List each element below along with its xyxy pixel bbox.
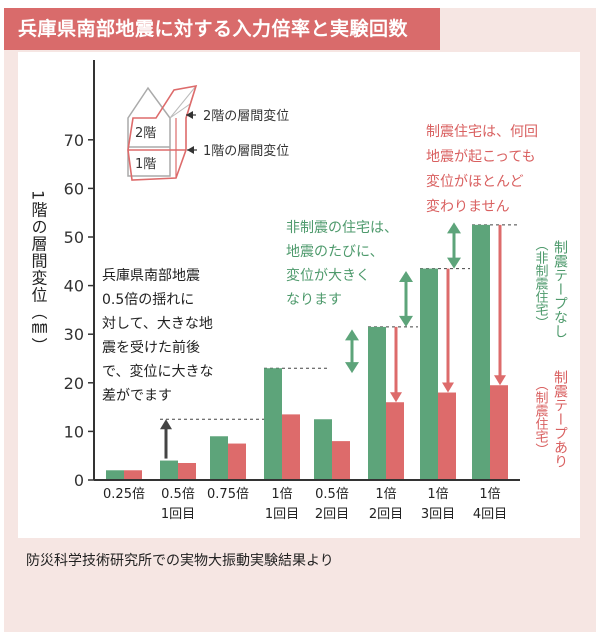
arrow-head	[447, 222, 461, 234]
x-tick-label: 1倍	[427, 487, 448, 502]
annotation-left-line: 差がでます	[102, 388, 172, 404]
annotation-right: 制震住宅は、何回 地震が起こっても 変位がほとんど 変わりません	[426, 124, 538, 215]
bar-green	[420, 268, 438, 480]
arrow-head	[399, 271, 413, 283]
arrow-head	[399, 315, 413, 327]
annotation-right-line: 変わりません	[426, 198, 510, 215]
y-axis-label: 1階の層間変位（㎜）	[29, 190, 48, 354]
legend-green-main: 制震テープなし	[552, 240, 568, 338]
legend-red-sub: （制震住宅）	[533, 378, 549, 456]
annotation-left: 兵庫県南部地震 0.5倍の揺れに 対して、大きな地 震を受けた前後 で、変位に大…	[102, 267, 213, 404]
inset-label-1: 1階の層間変位	[203, 143, 289, 159]
chart-title: 兵庫県南部地震に対する入力倍率と実験回数	[4, 8, 440, 50]
annotation-left-line: 対して、大きな地	[102, 316, 213, 332]
legend: 制震テープなし （非制震住宅） 制震テープあり （制震住宅）	[533, 238, 569, 468]
arrow-head	[345, 329, 359, 341]
y-tick-label: 0	[74, 471, 84, 490]
x-tick-label-sub: 1回目	[161, 507, 195, 522]
y-tick-label: 50	[64, 228, 84, 247]
y-tick-label: 70	[64, 131, 84, 150]
inset-label-2: 2階の層間変位	[203, 108, 289, 124]
x-tick-label-sub: 2回目	[315, 507, 349, 522]
annotation-left-line: 兵庫県南部地震	[102, 267, 200, 284]
source-note: 防災科学技術研究所での実物大振動実験結果より	[26, 553, 334, 569]
arrow-head	[390, 392, 402, 403]
bar-red	[178, 462, 196, 480]
arrow-head	[160, 419, 172, 430]
y-tick-label: 10	[64, 422, 84, 441]
annotation-left-line: 震を受けた前後	[102, 339, 200, 356]
bar-red	[386, 402, 404, 480]
floor2-label: 2階	[135, 126, 156, 141]
legend-green-sub: （非制震住宅）	[533, 238, 549, 329]
bar-green	[264, 368, 282, 480]
annotation-right-line: 制震住宅は、何回	[426, 124, 538, 140]
x-tick-label-sub: 3回目	[421, 507, 455, 522]
arrow-head	[442, 382, 454, 393]
bar-green	[472, 224, 490, 480]
annotation-middle-line: 地震のたびに、	[286, 244, 384, 260]
annotation-middle-line: なります	[286, 292, 342, 308]
arrow-head	[494, 375, 506, 386]
x-tick-label: 0.5倍	[161, 487, 195, 502]
annotation-left-line: 0.5倍の揺れに	[102, 292, 194, 308]
x-tick-label-sub: 1回目	[265, 507, 299, 522]
floor1-label: 1階	[135, 157, 156, 172]
bar-green	[368, 326, 386, 480]
y-tick-label: 30	[64, 325, 84, 344]
annotation-right-line: 変位がほとんど	[426, 173, 524, 190]
bar-red	[124, 470, 142, 480]
x-tick-label: 1倍	[271, 487, 292, 502]
bar-red	[332, 441, 350, 480]
annotation-middle-line: 非制震の住宅は、	[286, 220, 398, 236]
bar-green	[314, 419, 332, 480]
house-diagram: 2階 1階 2階の層間変位 1階の層間変位	[127, 84, 289, 181]
x-tick-label: 1倍	[375, 487, 396, 502]
x-tick-label: 1倍	[479, 487, 500, 502]
annotation-right-line: 地震が起こっても	[426, 149, 536, 165]
x-tick-label-sub: 2回目	[369, 507, 403, 522]
y-tick-label: 40	[64, 277, 84, 296]
bar-green	[160, 460, 178, 480]
x-tick-label-sub: 4回目	[473, 507, 507, 522]
bar-green	[210, 436, 228, 480]
annotation-middle-line: 変位が大きく	[286, 267, 370, 284]
y-tick-label: 20	[64, 374, 84, 393]
arrow-head	[447, 257, 461, 269]
arrow-head	[345, 362, 359, 374]
x-tick-label: 0.75倍	[207, 487, 249, 502]
x-tick-label: 0.25倍	[103, 487, 145, 502]
x-tick-label: 0.5倍	[315, 487, 349, 502]
bar-red	[438, 392, 456, 480]
bar-red	[282, 414, 300, 480]
annotation-left-line: で、変位に大きな	[102, 363, 213, 380]
bar-red	[228, 443, 246, 480]
bar-green	[106, 470, 124, 480]
bar-red	[490, 385, 508, 480]
y-tick-label: 60	[64, 179, 84, 198]
legend-red-main: 制震テープあり	[552, 370, 568, 468]
annotation-middle: 非制震の住宅は、 地震のたびに、 変位が大きく なります	[286, 220, 398, 308]
